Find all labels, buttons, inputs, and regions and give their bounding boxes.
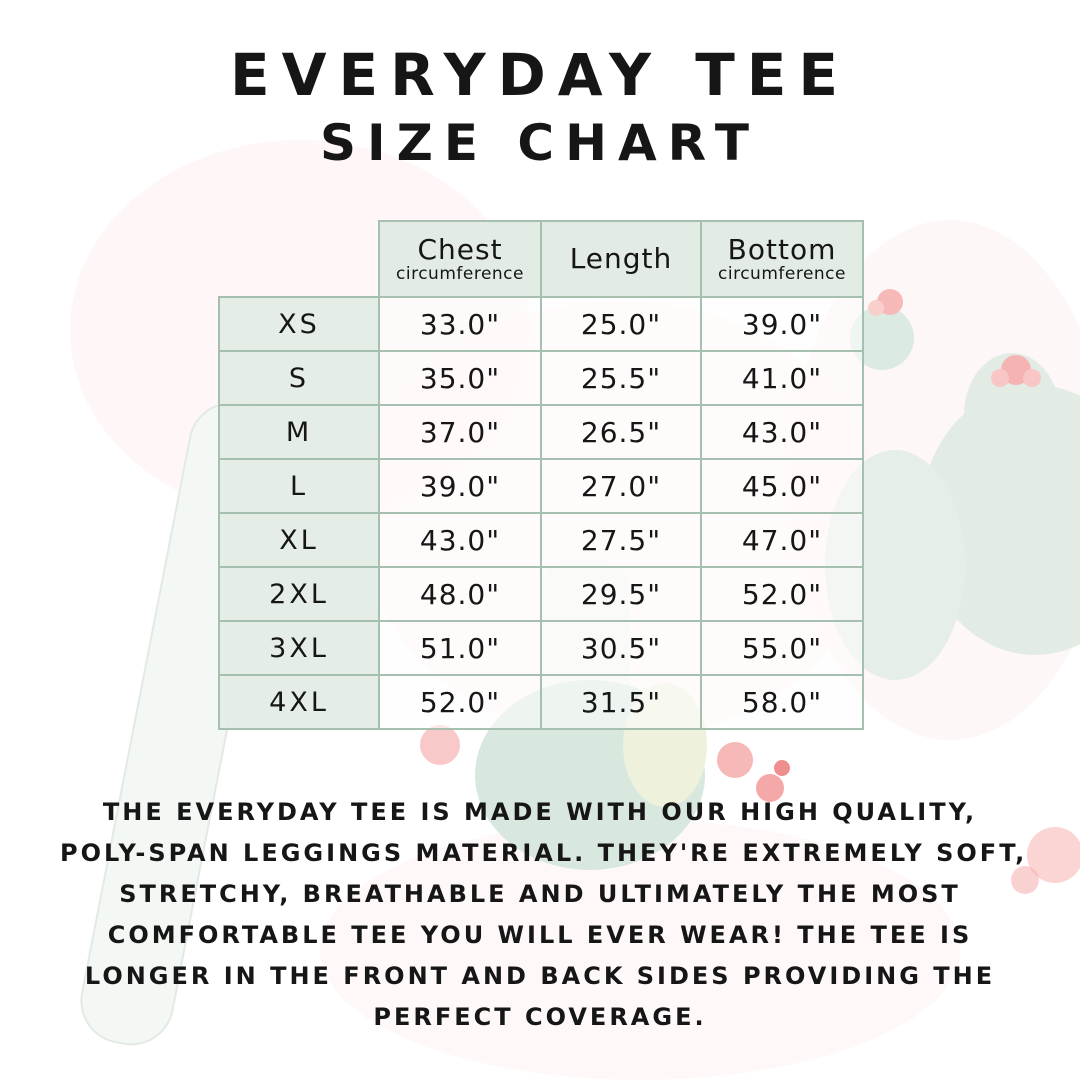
page-title: EVERYDAY TEE: [229, 41, 851, 109]
column-header-label: Bottom: [727, 232, 837, 266]
size-label: XS: [218, 296, 380, 352]
size-label: 4XL: [218, 674, 380, 730]
column-header-length: Length: [540, 220, 702, 298]
size-label: XL: [218, 512, 380, 568]
size-label: 3XL: [218, 620, 380, 676]
table-row-xl: XL 43.0" 27.5" 47.0": [218, 512, 864, 568]
bottom-value: 41.0": [700, 350, 864, 406]
title-block: EVERYDAY TEE SIZE CHART: [0, 41, 1080, 172]
chest-value: 39.0": [378, 458, 542, 514]
table-header-row: Chest circumference Length Bottom circum…: [219, 220, 864, 298]
length-value: 26.5": [540, 404, 702, 460]
chest-value: 48.0": [378, 566, 542, 622]
bottom-value: 43.0": [700, 404, 864, 460]
description-line: POLY-SPAN LEGGINGS MATERIAL. THEY'RE EXT…: [60, 839, 1028, 867]
description-line: THE EVERYDAY TEE IS MADE WITH OUR HIGH Q…: [102, 798, 978, 826]
column-header-sub: circumference: [718, 263, 846, 284]
description-line: LONGER IN THE FRONT AND BACK SIDES PROVI…: [84, 962, 996, 990]
chest-value: 43.0": [378, 512, 542, 568]
description-line: PERFECT COVERAGE.: [373, 1003, 707, 1031]
bottom-value: 58.0": [700, 674, 864, 730]
size-chart-table: Chest circumference Length Bottom circum…: [218, 220, 864, 730]
table-row-s: S 35.0" 25.5" 41.0": [218, 350, 864, 406]
size-label: L: [218, 458, 380, 514]
table-row-2xl: 2XL 48.0" 29.5" 52.0": [218, 566, 864, 622]
table-row-xs: XS 33.0" 25.0" 39.0": [218, 296, 864, 352]
chest-value: 52.0": [378, 674, 542, 730]
column-header-chest: Chest circumference: [378, 220, 542, 298]
page-subtitle: SIZE CHART: [319, 113, 761, 172]
size-label: M: [218, 404, 380, 460]
table-header-empty: [219, 221, 379, 297]
chest-value: 51.0": [378, 620, 542, 676]
bottom-value: 39.0": [700, 296, 864, 352]
bottom-value: 52.0": [700, 566, 864, 622]
size-label: 2XL: [218, 566, 380, 622]
product-description: THE EVERYDAY TEE IS MADE WITH OUR HIGH Q…: [60, 792, 1028, 1038]
length-value: 25.5": [540, 350, 702, 406]
column-header-label: Length: [569, 242, 673, 275]
chest-value: 33.0": [378, 296, 542, 352]
column-header-label: Chest: [417, 232, 503, 266]
length-value: 27.0": [540, 458, 702, 514]
bottom-value: 45.0": [700, 458, 864, 514]
bottom-value: 47.0": [700, 512, 864, 568]
table-row-m: M 37.0" 26.5" 43.0": [218, 404, 864, 460]
length-value: 25.0": [540, 296, 702, 352]
column-header-bottom: Bottom circumference: [700, 220, 864, 298]
table-row-3xl: 3XL 51.0" 30.5" 55.0": [218, 620, 864, 676]
length-value: 31.5": [540, 674, 702, 730]
size-label: S: [218, 350, 380, 406]
bottom-value: 55.0": [700, 620, 864, 676]
description-line: STRETCHY, BREATHABLE AND ULTIMATELY THE …: [119, 880, 961, 908]
table-row-4xl: 4XL 52.0" 31.5" 58.0": [218, 674, 864, 730]
length-value: 29.5": [540, 566, 702, 622]
length-value: 30.5": [540, 620, 702, 676]
description-line: COMFORTABLE TEE YOU WILL EVER WEAR! THE …: [107, 921, 973, 949]
column-header-sub: circumference: [396, 263, 524, 284]
chest-value: 37.0": [378, 404, 542, 460]
chest-value: 35.0": [378, 350, 542, 406]
table-row-l: L 39.0" 27.0" 45.0": [218, 458, 864, 514]
length-value: 27.5": [540, 512, 702, 568]
size-chart: Chest circumference Length Bottom circum…: [218, 220, 864, 730]
